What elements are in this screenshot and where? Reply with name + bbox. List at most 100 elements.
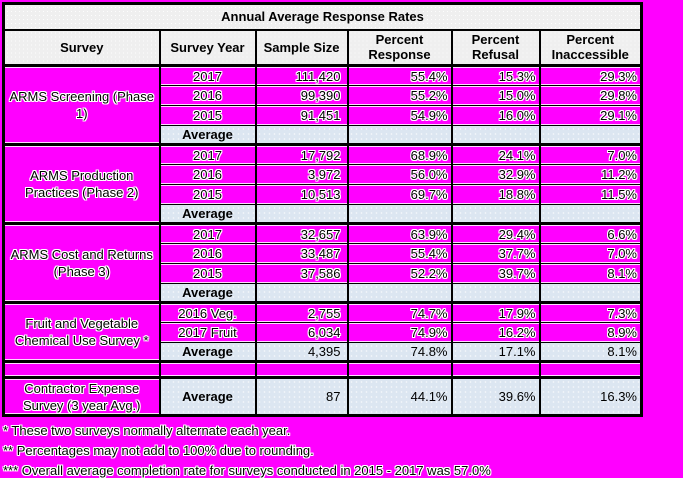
survey-name: Fruit and Vegetable Chemical Use Survey … [2,301,161,362]
column-header-percent-response: Percent Response [346,29,453,67]
sample-size-cell: 37,586 [254,263,349,284]
column-header-sample-size: Sample Size [254,29,349,67]
average-percent-response-cell [346,283,453,303]
average-percent-refusal-cell [450,283,541,303]
year-cell: 2016 [158,243,257,264]
survey-name: ARMS Screening (Phase 1) [2,64,161,145]
sample-size-cell: 2,755 [254,301,349,323]
percent-inaccessible-cell: 29.3% [538,64,643,86]
percent-response-cell: 68.9% [346,143,453,165]
sample-size-cell: 99,390 [254,85,349,106]
average-percent-response-cell [346,204,453,224]
percent-response-cell: 52.2% [346,263,453,284]
column-header-survey-year: Survey Year [158,29,257,67]
table-title: Annual Average Response Rates [2,3,643,31]
percent-response-cell: 54.9% [346,105,453,126]
percent-refusal-cell: 16.0% [450,105,541,126]
percent-refusal-cell: 29.4% [450,222,541,244]
percent-inaccessible-cell: 7.3% [538,301,643,323]
average-percent-inaccessible-cell [538,204,643,224]
year-cell: 2015 [158,263,257,284]
percent-inaccessible-cell: 29.8% [538,85,643,106]
table-row: 2016 99,390 55.2% 15.0% 29.8% [4,85,643,106]
footnotes: * These two surveys normally alternate e… [3,421,683,478]
average-percent-inaccessible-cell [538,283,643,303]
year-cell: 2017 [158,64,257,86]
table-row: 2017 Fruit 6,034 74.9% 16.2% 8.9% [4,322,643,343]
percent-refusal-cell: 39.7% [450,263,541,284]
footnote-3: *** Overall average completion rate for … [3,463,491,478]
percent-response-cell: 74.7% [346,301,453,323]
percent-refusal-cell: 18.8% [450,184,541,205]
table-row: Average [4,283,643,303]
average-sample-size-cell [254,125,349,145]
average-percent-response-cell: 74.8% [346,342,453,362]
percent-inaccessible-cell: 6.6% [538,222,643,244]
percent-inaccessible-cell: 29.1% [538,105,643,126]
year-cell: 2016 [158,85,257,106]
table-row: 2016 3,972 56.0% 32.9% 11.2% [4,164,643,185]
year-cell: 2017 [158,222,257,244]
year-cell: 2015 [158,105,257,126]
year-cell: 2016 [158,164,257,185]
percent-refusal-cell: 15.3% [450,64,541,86]
percent-response-cell: 69.7% [346,184,453,205]
average-label: Average [158,342,257,362]
average-percent-response-cell [346,125,453,145]
table-row: Average [4,204,643,224]
spacer-cell [538,360,643,379]
year-cell: 2016 Veg. [158,301,257,323]
table-row: ARMS Cost and Returns (Phase 3) 2017 32,… [2,222,643,303]
sample-size-cell: 17,792 [254,143,349,165]
footnote-2: ** Percentages may not add to 100% due t… [3,443,314,458]
percent-refusal-cell: 32.9% [450,164,541,185]
year-cell: 2017 [158,143,257,165]
sample-size-cell: 3,972 [254,164,349,185]
percent-inaccessible-cell: 11.5% [538,184,643,205]
table-row: Annual Average Response Rates [2,3,643,31]
table-row: 2015 37,586 52.2% 39.7% 8.1% [4,263,643,284]
year-cell: 2017 Fruit [158,322,257,343]
percent-inaccessible-cell: 7.0% [538,143,643,165]
average-label: Average [158,204,257,224]
table-row: ARMS Screening (Phase 1) 2017 111,420 55… [2,64,643,145]
sample-size-cell: 91,451 [254,105,349,126]
spacer-cell [158,360,257,379]
spacer-cell [254,360,349,379]
average-percent-refusal-cell: 17.1% [450,342,541,362]
response-rates-table: Annual Average Response Rates Survey Sur… [2,2,643,417]
sample-size-cell: 10,513 [254,184,349,205]
sample-size-cell: 111,420 [254,64,349,86]
average-sample-size-cell: 87 [254,377,349,416]
percent-response-cell: 74.9% [346,322,453,343]
survey-name: ARMS Production Practices (Phase 2) [2,143,161,224]
percent-refusal-cell: 24.1% [450,143,541,165]
average-label: Average [158,125,257,145]
average-percent-inaccessible-cell [538,125,643,145]
table-row: Average [4,125,643,145]
average-percent-inaccessible-cell: 16.3% [538,377,643,416]
average-sample-size-cell [254,204,349,224]
percent-refusal-cell: 15.0% [450,85,541,106]
percent-response-cell: 55.4% [346,243,453,264]
percent-inaccessible-cell: 7.0% [538,243,643,264]
percent-response-cell: 55.4% [346,64,453,86]
table-row: Contractor Expense Survey (3 year Avg.) … [2,377,643,416]
average-percent-refusal-cell [450,125,541,145]
footnote-1: * These two surveys normally alternate e… [3,423,291,438]
year-cell: 2015 [158,184,257,205]
sample-size-cell: 6,034 [254,322,349,343]
spacer-row [2,360,643,379]
percent-response-cell: 56.0% [346,164,453,185]
average-percent-refusal-cell [450,204,541,224]
table-row: ARMS Production Practices (Phase 2) 2017… [2,143,643,224]
spacer-cell [2,360,161,379]
table-row: Fruit and Vegetable Chemical Use Survey … [2,301,643,362]
average-label: Average [158,377,257,416]
average-percent-response-cell: 44.1% [346,377,453,416]
column-header-percent-inaccessible: Percent Inaccessible [538,29,643,67]
sample-size-cell: 32,657 [254,222,349,244]
column-header-survey: Survey [2,29,161,67]
sample-size-cell: 33,487 [254,243,349,264]
percent-refusal-cell: 17.9% [450,301,541,323]
